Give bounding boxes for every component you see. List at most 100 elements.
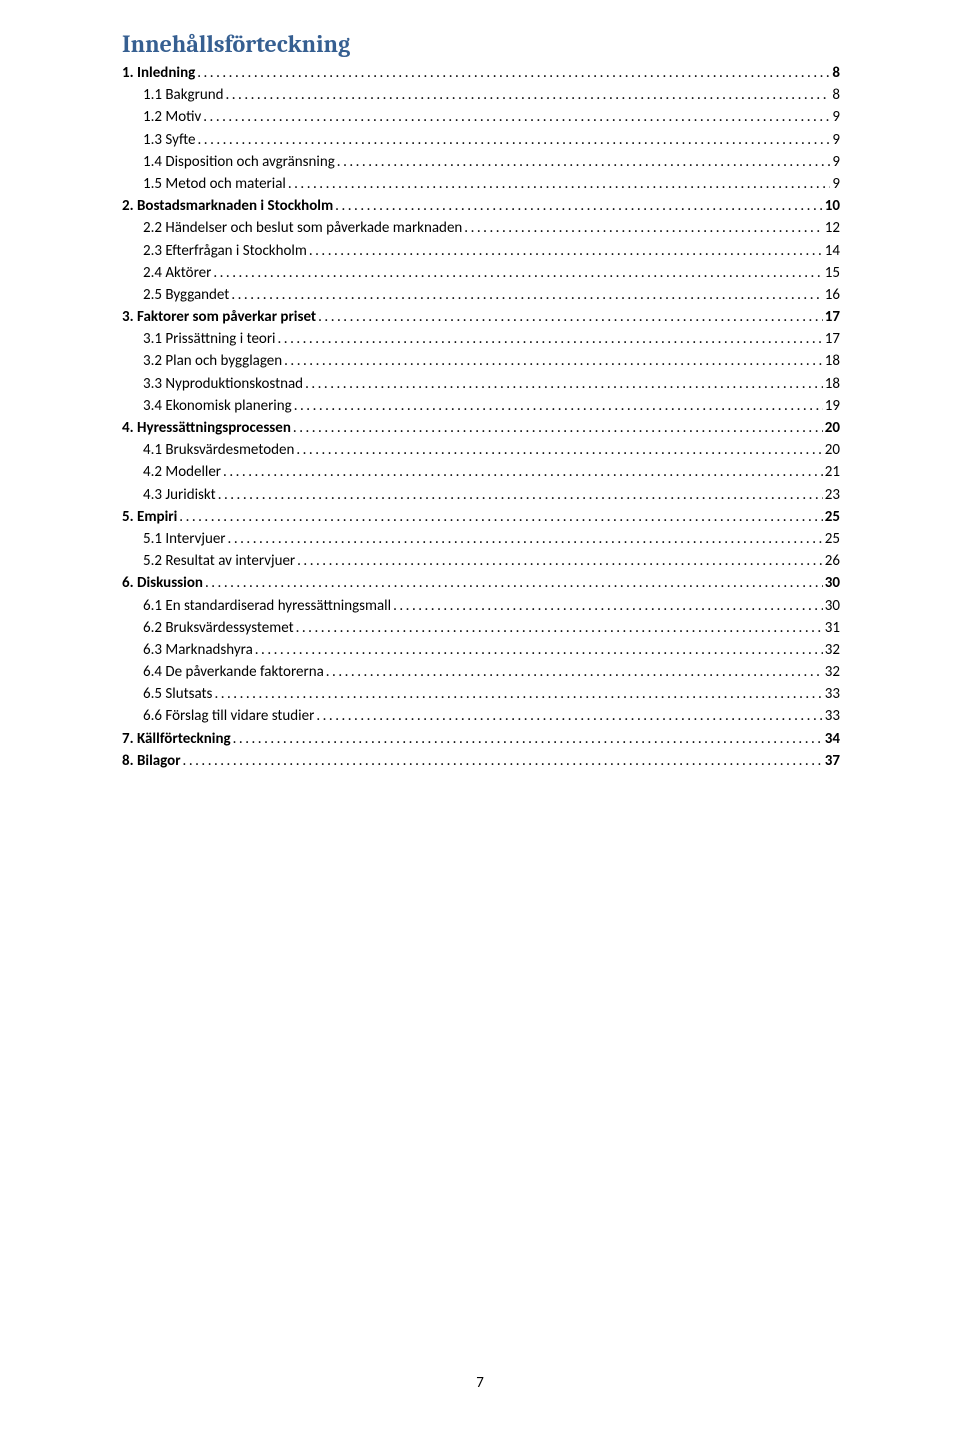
toc-entry-text: 1.3 Syfte: [143, 129, 196, 151]
toc-entry-page: 25: [825, 528, 840, 550]
toc-entry-page: 17: [825, 306, 840, 328]
toc-leader-dots: ........................................…: [203, 106, 830, 128]
toc-leader-dots: ........................................…: [318, 306, 823, 328]
toc-entry-text: 6.2 Bruksvärdessystemet: [143, 617, 294, 639]
toc-entry-text: 2.2 Händelser och beslut som påverkade m…: [143, 217, 462, 239]
toc-entry-text: 3.4 Ekonomisk planering: [143, 395, 292, 417]
toc-leader-dots: ........................................…: [225, 84, 830, 106]
toc-entry-page: 37: [825, 750, 840, 772]
toc-entry: 3.3 Nyproduktionskostnad................…: [122, 373, 840, 395]
toc-entry-text: 3.3 Nyproduktionskostnad: [143, 373, 303, 395]
toc-entry: 1.5 Metod och material..................…: [122, 173, 840, 195]
toc-entry-page: 8: [832, 62, 840, 84]
toc-entry-page: 9: [832, 129, 840, 151]
document-page: Innehållsförteckning 1. Inledning.......…: [0, 0, 960, 772]
toc-entry: 4.3 Juridiskt...........................…: [122, 484, 840, 506]
toc-entry: 5.1 Intervjuer..........................…: [122, 528, 840, 550]
toc-entry: 6.6 Förslag till vidare studier.........…: [122, 705, 840, 727]
toc-entry-text: 2.3 Efterfrågan i Stockholm: [143, 240, 307, 262]
page-number: 7: [0, 1374, 960, 1392]
toc-leader-dots: ........................................…: [293, 417, 823, 439]
toc-entry-text: 3.2 Plan och bygglagen: [143, 350, 282, 372]
toc-leader-dots: ........................................…: [214, 683, 822, 705]
toc-leader-dots: ........................................…: [326, 661, 823, 683]
toc-entry: 5. Empiri...............................…: [122, 506, 840, 528]
toc-entry-text: 1.4 Disposition och avgränsning: [143, 151, 335, 173]
toc-entry-page: 9: [832, 106, 840, 128]
toc-leader-dots: ........................................…: [337, 151, 831, 173]
toc-entry-page: 17: [825, 328, 840, 350]
toc-leader-dots: ........................................…: [179, 506, 823, 528]
toc-entry: 1. Inledning............................…: [122, 62, 840, 84]
toc-entry: 1.3 Syfte...............................…: [122, 129, 840, 151]
toc-entry-page: 9: [832, 151, 840, 173]
toc-entry: 5.2 Resultat av intervjuer..............…: [122, 550, 840, 572]
toc-leader-dots: ........................................…: [198, 129, 831, 151]
toc-leader-dots: ........................................…: [255, 639, 823, 661]
toc-entry: 6.5 Slutsats............................…: [122, 683, 840, 705]
toc-entry-page: 16: [825, 284, 840, 306]
toc-heading: Innehållsförteckning: [122, 30, 840, 58]
toc-entry-page: 9: [832, 173, 840, 195]
toc-entry-text: 1. Inledning: [122, 62, 195, 84]
toc-entry: 6.4 De påverkande faktorerna............…: [122, 661, 840, 683]
toc-leader-dots: ........................................…: [231, 284, 822, 306]
toc-entry: 1.4 Disposition och avgränsning.........…: [122, 151, 840, 173]
toc-entry-page: 30: [825, 595, 840, 617]
toc-entry-page: 18: [825, 373, 840, 395]
toc-entry-page: 32: [825, 639, 840, 661]
toc-entry-text: 6.6 Förslag till vidare studier: [143, 705, 314, 727]
toc-entry-page: 12: [825, 217, 840, 239]
toc-entry-page: 20: [825, 417, 840, 439]
toc-entry-page: 34: [825, 728, 840, 750]
toc-entry-page: 10: [825, 195, 840, 217]
toc-entry: 7. Källförteckning......................…: [122, 728, 840, 750]
toc-entry-text: 2. Bostadsmarknaden i Stockholm: [122, 195, 333, 217]
toc-entry-text: 7. Källförteckning: [122, 728, 231, 750]
toc-leader-dots: ........................................…: [233, 728, 823, 750]
toc-entry-text: 6.3 Marknadshyra: [143, 639, 253, 661]
toc-entry: 6.2 Bruksvärdessystemet.................…: [122, 617, 840, 639]
toc-leader-dots: ........................................…: [335, 195, 823, 217]
toc-entry-text: 6. Diskussion: [122, 572, 203, 594]
toc-leader-dots: ........................................…: [197, 62, 830, 84]
toc-entry: 4. Hyressättningsprocessen..............…: [122, 417, 840, 439]
toc-entry: 4.2 Modeller............................…: [122, 461, 840, 483]
toc-entry-text: 4.2 Modeller: [143, 461, 221, 483]
toc-leader-dots: ........................................…: [464, 217, 822, 239]
toc-entry: 3.2 Plan och bygglagen..................…: [122, 350, 840, 372]
toc-entry: 3.1 Prissättning i teori................…: [122, 328, 840, 350]
toc-entry-page: 20: [825, 439, 840, 461]
toc-entry-text: 1.1 Bakgrund: [143, 84, 223, 106]
table-of-contents: 1. Inledning............................…: [122, 62, 840, 772]
toc-entry-page: 33: [825, 683, 840, 705]
toc-entry: 3. Faktorer som påverkar priset.........…: [122, 306, 840, 328]
toc-entry-page: 19: [825, 395, 840, 417]
toc-entry-text: 3.1 Prissättning i teori: [143, 328, 276, 350]
toc-entry: 1.1 Bakgrund............................…: [122, 84, 840, 106]
toc-leader-dots: ........................................…: [316, 705, 822, 727]
toc-entry-page: 14: [825, 240, 840, 262]
toc-leader-dots: ........................................…: [288, 173, 831, 195]
toc-leader-dots: ........................................…: [228, 528, 823, 550]
toc-entry-text: 5.2 Resultat av intervjuer: [143, 550, 295, 572]
toc-leader-dots: ........................................…: [296, 617, 823, 639]
toc-entry-text: 6.5 Slutsats: [143, 683, 212, 705]
toc-entry-text: 1.5 Metod och material: [143, 173, 286, 195]
toc-leader-dots: ........................................…: [297, 550, 823, 572]
toc-entry-page: 33: [825, 705, 840, 727]
toc-leader-dots: ........................................…: [278, 328, 823, 350]
toc-entry-page: 31: [825, 617, 840, 639]
toc-entry-page: 8: [832, 84, 840, 106]
toc-leader-dots: ........................................…: [183, 750, 823, 772]
toc-entry: 2.3 Efterfrågan i Stockholm.............…: [122, 240, 840, 262]
toc-leader-dots: ........................................…: [309, 240, 823, 262]
toc-entry: 8. Bilagor..............................…: [122, 750, 840, 772]
toc-entry-text: 5.1 Intervjuer: [143, 528, 226, 550]
toc-entry: 1.2 Motiv...............................…: [122, 106, 840, 128]
toc-entry-text: 3. Faktorer som påverkar priset: [122, 306, 316, 328]
toc-leader-dots: ........................................…: [294, 395, 823, 417]
toc-entry-page: 18: [825, 350, 840, 372]
toc-entry: 2. Bostadsmarknaden i Stockholm.........…: [122, 195, 840, 217]
toc-entry-page: 23: [825, 484, 840, 506]
